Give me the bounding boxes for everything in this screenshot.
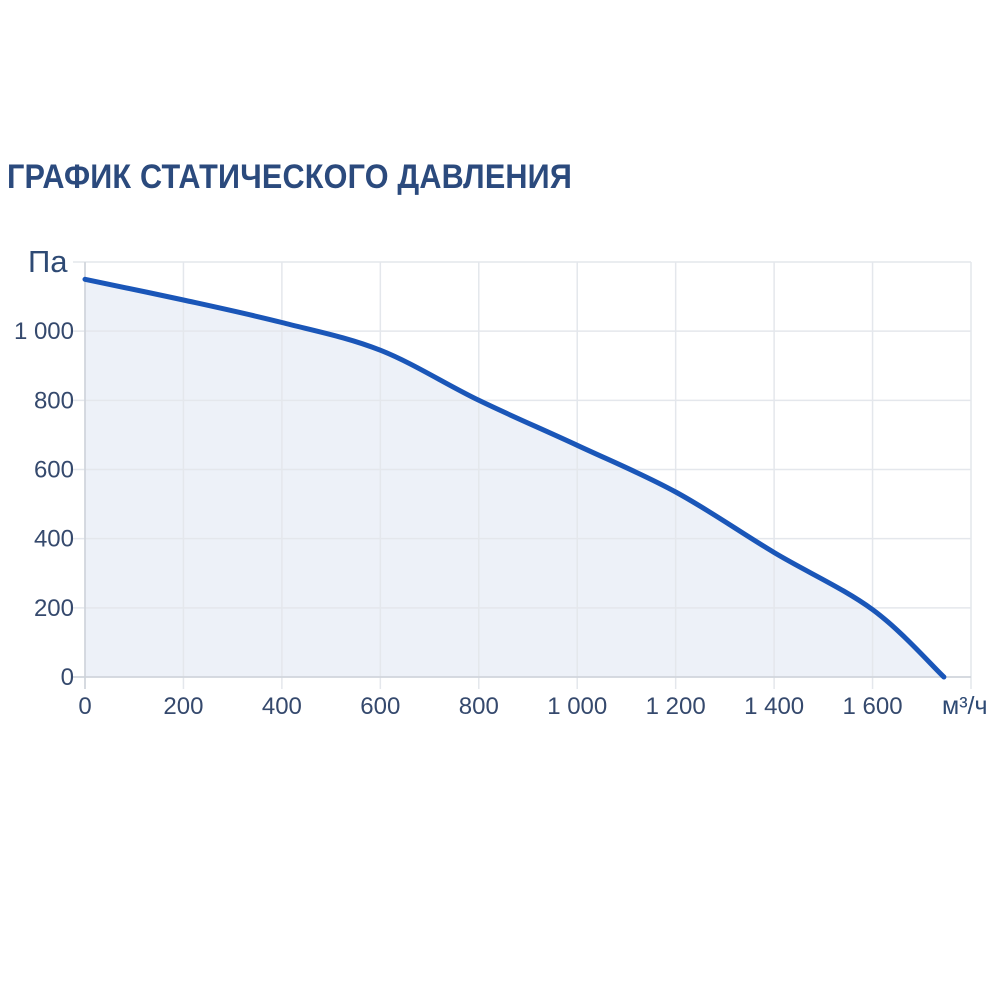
- x-tick-label: 1 400: [744, 693, 804, 720]
- y-tick-label: 800: [34, 387, 74, 414]
- tick-label-layer: 0 200 400 600 800 1 000 1 200 1 400 1 600 0 200 400…: [14, 318, 903, 720]
- x-axis-unit-label: м³/ч: [942, 692, 987, 720]
- x-tick-label: 1 200: [646, 693, 706, 720]
- pressure-curve: [82, 276, 947, 680]
- y-tick-label: 0: [61, 664, 74, 691]
- x-tick-label: 200: [163, 693, 203, 720]
- x-tick-label: 600: [360, 693, 400, 720]
- x-tick-label: 0: [78, 693, 91, 720]
- axis-layer: [73, 262, 971, 689]
- x-tick-label: 800: [459, 693, 499, 720]
- x-tick-label: 400: [262, 693, 302, 720]
- y-axis-unit-label: Па: [28, 244, 68, 279]
- chart-title: ГРАФИК СТАТИЧЕСКОГО ДАВЛЕНИЯ: [7, 158, 573, 196]
- x-tick-label: 1 000: [547, 693, 607, 720]
- y-tick-label: 1 000: [14, 318, 74, 345]
- y-tick-label: 200: [34, 595, 74, 622]
- y-tick-label: 400: [34, 526, 74, 553]
- area-fill-layer: [85, 279, 944, 677]
- y-tick-label: 600: [34, 457, 74, 484]
- pressure-area-fill: [85, 279, 944, 677]
- x-tick-label: 1 600: [843, 693, 903, 720]
- curve-layer: [82, 276, 947, 680]
